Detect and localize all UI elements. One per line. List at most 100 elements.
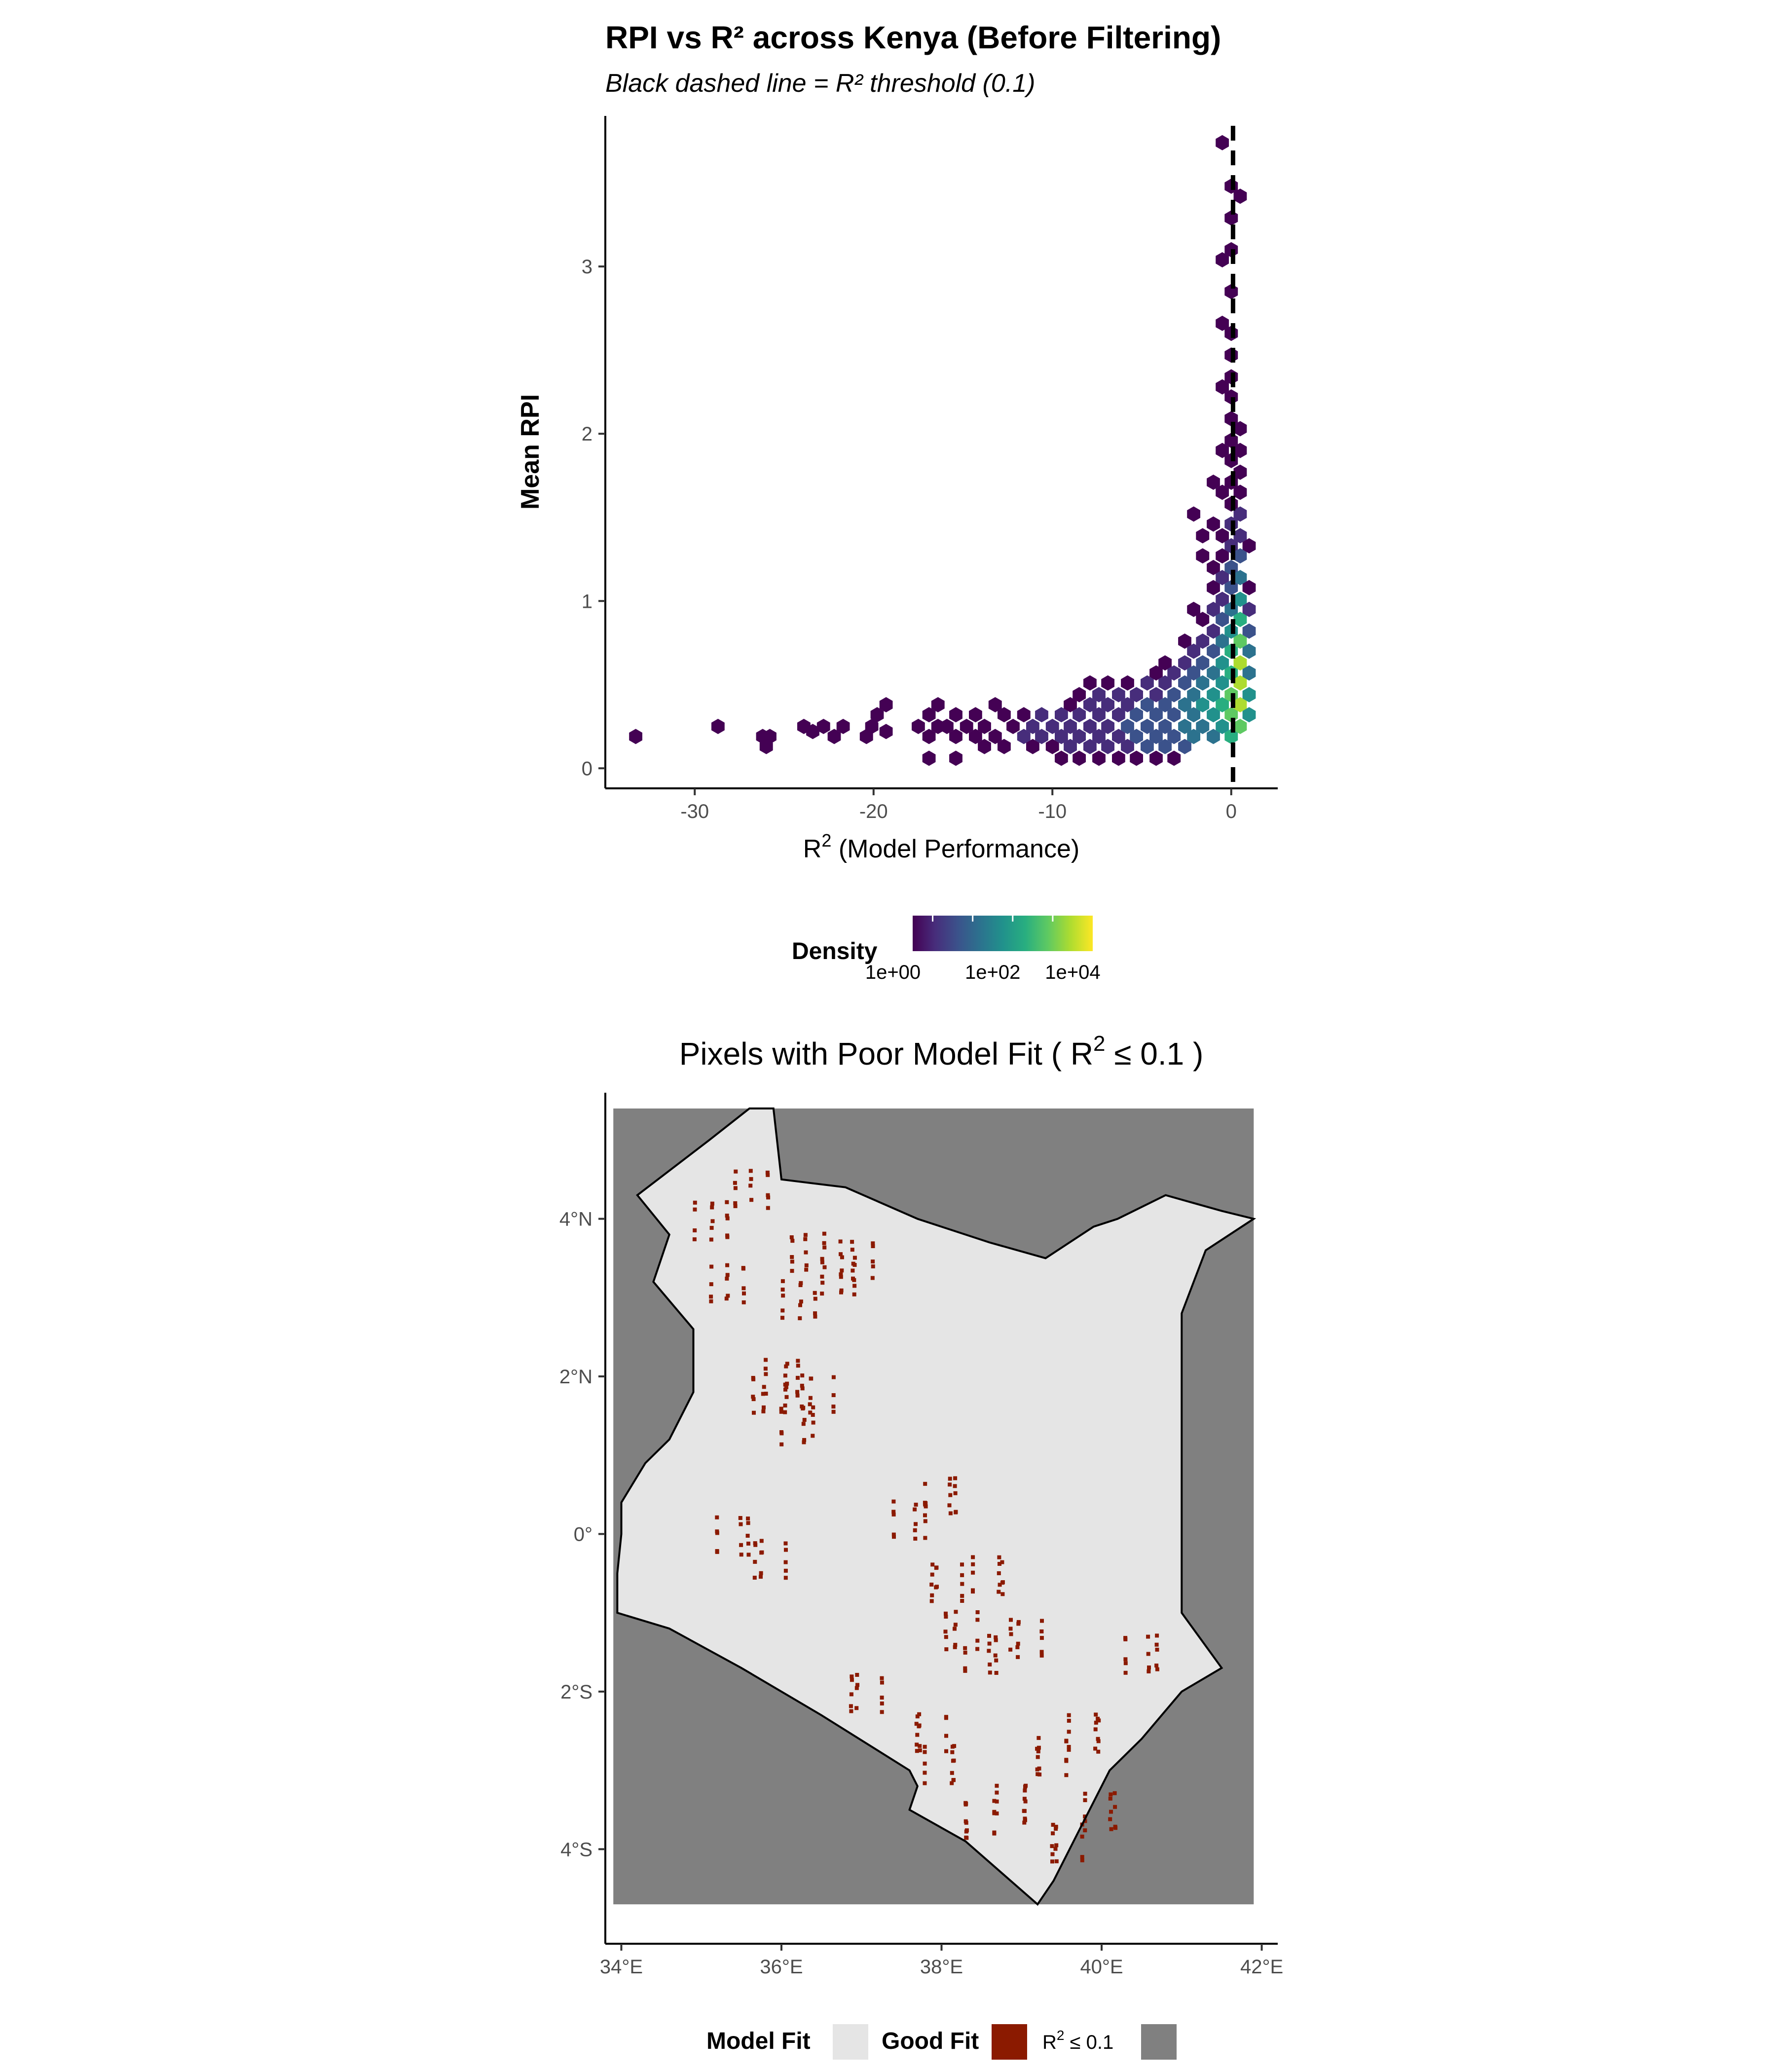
hexbin-cell-50 (1073, 707, 1086, 723)
poor-fit-pixel (820, 1292, 824, 1296)
poor-fit-pixel (975, 1610, 980, 1614)
hexbin-cell-24 (949, 750, 962, 766)
poor-fit-pixel (1064, 1773, 1069, 1777)
hexbin-cell-32 (998, 707, 1011, 723)
hexbin-cell-66 (1112, 707, 1125, 723)
hexbin-cell-21 (949, 729, 962, 744)
poor-fit-cluster-11 (715, 1515, 751, 1557)
poor-fit-pixel (808, 1410, 813, 1415)
poor-fit-pixel (944, 1749, 948, 1753)
hexbin-cell-95 (1167, 750, 1181, 766)
poor-fit-pixel (795, 1390, 800, 1394)
hexbin-cell-128 (1216, 719, 1229, 734)
poor-fit-pixel (1146, 1652, 1150, 1656)
poor-fit-cluster-1 (709, 1263, 746, 1304)
poor-fit-pixel (1008, 1647, 1013, 1652)
poor-fit-pixel (733, 1186, 738, 1190)
hexbin-cell-53 (1083, 719, 1097, 734)
poor-fit-pixel (800, 1373, 805, 1378)
poor-fit-pixel (1096, 1749, 1101, 1754)
poor-fit-pixel (813, 1314, 817, 1319)
poor-fit-pixel (953, 1645, 957, 1649)
poor-fit-pixel (780, 1288, 785, 1292)
hexbin-cell-16 (922, 707, 936, 723)
poor-fit-pixel (751, 1376, 755, 1380)
poor-fit-pixel (915, 1742, 919, 1747)
poor-fit-pixel (870, 1276, 875, 1280)
poor-fit-pixel (784, 1364, 788, 1369)
hexbin-cell-19 (931, 697, 945, 712)
poor-fit-pixel (964, 1828, 969, 1833)
poor-fit-pixel (963, 1668, 967, 1673)
poor-fit-pixel (993, 1653, 998, 1658)
poor-fit-pixel (746, 1553, 751, 1557)
poor-fit-pixels (692, 1169, 1159, 1864)
hexbin-cell-73 (1130, 729, 1143, 744)
poor-fit-pixel (914, 1503, 918, 1507)
poor-fit-pixel (784, 1385, 788, 1389)
poor-fit-pixel (935, 1585, 939, 1589)
hexbin-cell-27 (969, 707, 982, 723)
hexbin-y-axis-title: Mean RPI (516, 394, 545, 510)
hexbin-subtitle: Black dashed line = R² threshold (0.1) (605, 69, 1035, 98)
hexbin-cell-184 (1242, 707, 1256, 723)
density-tick-label-2: 1e+04 (1045, 962, 1100, 983)
hexbin-y-tick-label-1: 1 (582, 591, 592, 612)
poor-fit-pixel (1000, 1560, 1004, 1564)
poor-fit-pixel (975, 1647, 980, 1651)
hexbin-cell-129 (1216, 697, 1229, 712)
hexbin-cell-140 (1216, 379, 1229, 395)
density-colorbar-ticks: 1e+00 1e+02 1e+04 (865, 916, 1101, 983)
poor-fit-pixel (871, 1259, 875, 1264)
poor-fit-pixel (1053, 1847, 1058, 1851)
hexbin-cell-99 (1178, 675, 1191, 691)
poor-fit-pixel (923, 1761, 927, 1766)
poor-fit-pixel (1023, 1816, 1027, 1821)
poor-fit-pixel (923, 1513, 927, 1517)
poor-fit-pixel (831, 1409, 836, 1414)
poor-fit-cluster-8 (751, 1373, 787, 1415)
hexbin-cell-68 (1112, 750, 1125, 766)
poor-fit-pixel (891, 1512, 896, 1517)
hexbin-cell-42 (1045, 739, 1059, 754)
poor-fit-pixel (1050, 1844, 1054, 1849)
map-title-post: ≤ 0.1 ) (1106, 1036, 1204, 1072)
hexbin-cell-13 (859, 729, 873, 744)
poor-fit-pixel (923, 1771, 927, 1775)
poor-fit-pixel (1083, 1814, 1087, 1819)
hexbin-cell-175 (1233, 570, 1247, 586)
poor-fit-pixel (971, 1555, 975, 1559)
hexbin-cell-137 (1216, 528, 1229, 544)
hexbin-cell-22 (949, 707, 962, 723)
poor-fit-pixel (975, 1618, 980, 1622)
poor-fit-pixel (1113, 1824, 1117, 1829)
poor-fit-pixel (725, 1276, 729, 1281)
poor-fit-pixel (960, 1582, 964, 1586)
hexbin-cell-77 (1141, 719, 1154, 734)
hexbin-x-tick-label-1: -20 (859, 801, 888, 822)
poor-fit-pixel (745, 1534, 750, 1538)
hexbin-cell-49 (1073, 729, 1086, 744)
poor-fit-pixel (994, 1638, 998, 1642)
poor-fit-pixel (741, 1286, 746, 1291)
poor-fit-pixel (749, 1198, 754, 1202)
poor-fit-pixel (1080, 1834, 1084, 1839)
poor-fit-pixel (995, 1811, 999, 1815)
poor-fit-pixel (804, 1250, 808, 1255)
poor-fit-pixel (808, 1402, 812, 1406)
map-title-pre: Pixels with Poor Model Fit ( R (679, 1036, 1093, 1072)
poor-fit-pixel (1080, 1855, 1084, 1859)
hexbin-cell-188 (1242, 623, 1256, 639)
poor-fit-pixel (964, 1836, 969, 1840)
poor-fit-pixel (930, 1572, 934, 1577)
density-legend-title: Density (792, 938, 878, 964)
hexbin-cell-1 (711, 719, 725, 734)
hexbin-cell-93 (1167, 687, 1181, 703)
hexbin-cell-57 (1092, 729, 1106, 744)
poor-fit-pixel (764, 1372, 768, 1376)
density-tick-label-1: 1e+02 (965, 962, 1020, 983)
poor-fit-pixel (960, 1562, 964, 1567)
poor-fit-pixel (741, 1266, 745, 1271)
poor-fit-pixel (839, 1272, 843, 1277)
poor-fit-pixel (891, 1510, 896, 1514)
